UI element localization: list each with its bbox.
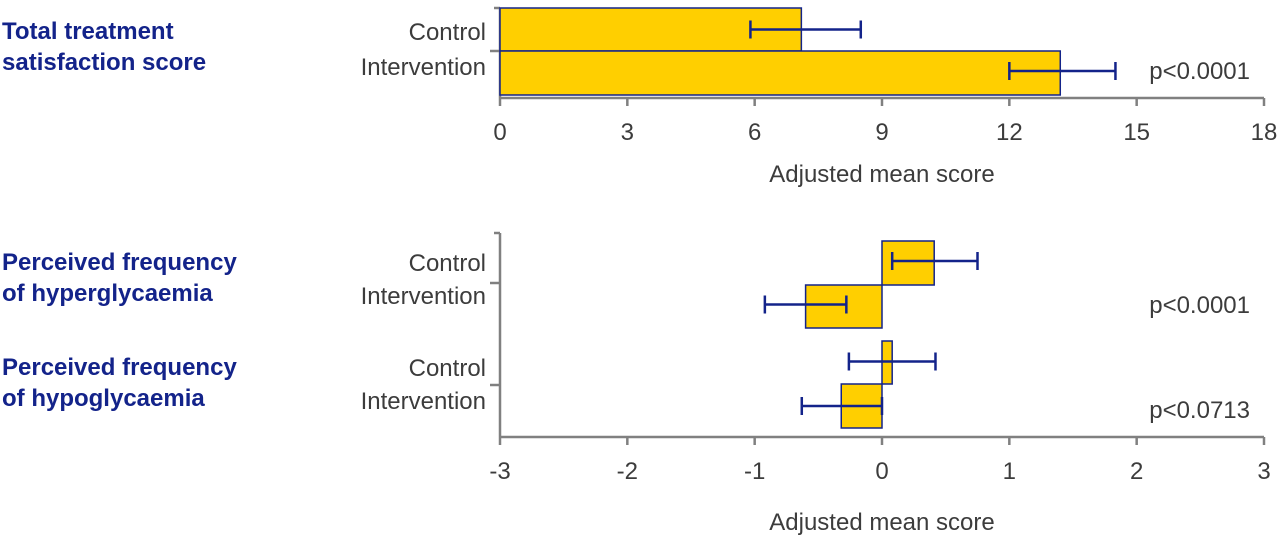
x-tick-label: -1 <box>744 458 765 485</box>
x-tick-label: 0 <box>875 458 888 485</box>
category-label-intervention: Intervention <box>361 388 486 415</box>
x-tick-label: 3 <box>1257 458 1270 485</box>
x-tick-label: 0 <box>493 119 506 146</box>
x-tick-label: 6 <box>748 119 761 146</box>
hyperglycaemia-p-value: p<0.0001 <box>1149 292 1250 319</box>
x-tick-label: 1 <box>1003 458 1016 485</box>
measure-label-hypoglycaemia: Perceived frequency of hypoglycaemia <box>2 354 237 412</box>
x-tick-label: 18 <box>1251 119 1278 146</box>
category-label-intervention: Intervention <box>361 54 486 81</box>
x-tick-label: 9 <box>875 119 888 146</box>
measure-label-treatment-satisfaction: Total treatment satisfaction score <box>2 18 207 76</box>
category-label-intervention: Intervention <box>361 283 486 310</box>
x-tick-label: -2 <box>617 458 638 485</box>
measure-label-hyperglycaemia: Perceived frequency of hyperglycaemia <box>2 249 237 307</box>
x-tick-label: -3 <box>489 458 510 485</box>
x-tick-label: 15 <box>1123 119 1150 146</box>
x-tick-label: 12 <box>996 119 1023 146</box>
category-label-control: Control <box>409 19 486 46</box>
x-tick-label: 2 <box>1130 458 1143 485</box>
x-axis-title: Adjusted mean score <box>769 161 994 188</box>
treatment-satisfaction-bar-intervention <box>499 50 1062 96</box>
x-tick-label: 3 <box>621 119 634 146</box>
hyperglycaemia-bar-intervention <box>804 284 883 329</box>
hypoglycaemia-p-value: p<0.0713 <box>1149 397 1250 424</box>
treatment-satisfaction-p-value: p<0.0001 <box>1149 58 1250 85</box>
hyperglycaemia-bar-control <box>881 240 935 286</box>
x-axis-title: Adjusted mean score <box>769 509 994 536</box>
category-label-control: Control <box>409 250 486 277</box>
category-label-control: Control <box>409 355 486 382</box>
